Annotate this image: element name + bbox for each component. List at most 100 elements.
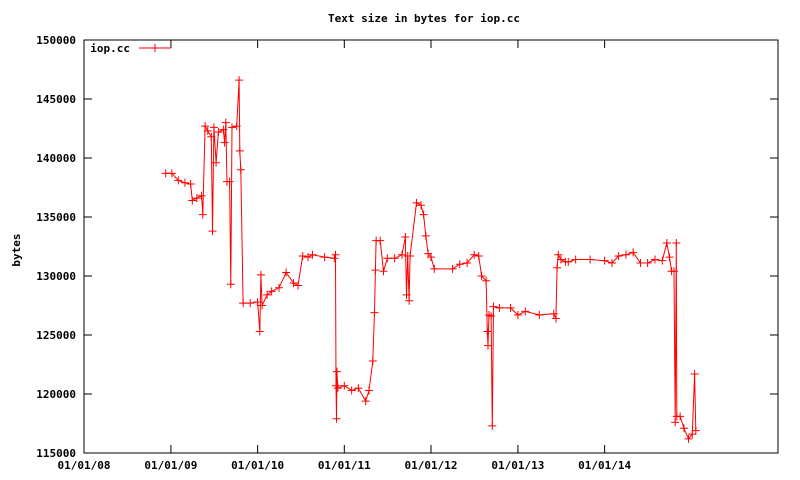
x-tick-label: 01/01/11 (318, 459, 371, 472)
data-point-marker (690, 369, 699, 378)
data-point-marker (289, 279, 298, 288)
x-tick-label: 01/01/09 (144, 459, 197, 472)
data-point-marker (600, 256, 609, 265)
data-point-marker (180, 178, 189, 187)
data-point-marker (484, 341, 493, 350)
data-point-marker (201, 122, 210, 131)
data-point-marker (320, 253, 329, 262)
data-point-marker (174, 176, 183, 185)
data-point-marker (535, 310, 544, 319)
data-point-marker (167, 169, 176, 178)
data-point-marker (401, 233, 410, 242)
data-point-marker (629, 248, 638, 257)
data-point-marker (361, 397, 370, 406)
data-point-marker (614, 251, 623, 260)
data-point-marker (556, 255, 565, 264)
data-point-marker (474, 251, 483, 260)
data-point-marker (398, 250, 407, 259)
data-point-marker (406, 251, 415, 260)
data-point-marker (220, 138, 229, 147)
data-point-marker (455, 260, 464, 269)
y-tick-label: 135000 (36, 211, 76, 224)
data-point-marker (331, 250, 340, 259)
data-point-marker (658, 256, 667, 265)
plot-area-frame (83, 39, 779, 454)
data-point-marker (672, 238, 681, 247)
data-point-marker (549, 309, 558, 318)
data-point-marker (564, 257, 573, 266)
data-point-marker (308, 250, 317, 259)
x-tick-label: 01/01/13 (491, 459, 544, 472)
data-point-marker (684, 434, 693, 443)
data-point-marker (495, 303, 504, 312)
data-point-marker (553, 263, 562, 272)
data-point-marker (551, 314, 560, 323)
data-point-marker (679, 424, 688, 433)
data-point-marker (636, 259, 645, 268)
data-point-marker (376, 236, 385, 245)
data-point-marker (383, 254, 392, 263)
data-point-marker (219, 125, 228, 134)
data-point-marker (477, 272, 486, 280)
data-point-marker (340, 381, 349, 390)
data-point-marker (412, 198, 421, 207)
data-point-marker (186, 179, 195, 188)
data-point-marker (226, 280, 235, 289)
legend-label: iop.cc (90, 42, 130, 55)
data-point-marker (607, 259, 616, 268)
data-point-marker (263, 290, 272, 299)
data-point-marker (643, 259, 652, 268)
data-point-marker (253, 297, 262, 306)
data-point-marker (227, 123, 236, 132)
data-point-marker (293, 281, 302, 290)
data-point-marker (221, 118, 230, 127)
series-line (165, 80, 697, 440)
data-point-marker (235, 76, 244, 85)
data-point-marker (554, 250, 563, 259)
data-point-marker (390, 254, 399, 263)
data-point-marker (332, 367, 341, 376)
data-point-marker (671, 418, 680, 427)
data-point-marker (188, 196, 197, 205)
data-point-marker (484, 310, 493, 319)
data-point-marker (430, 264, 439, 273)
data-point-marker (488, 421, 497, 430)
data-point-marker (379, 267, 388, 276)
data-point-marker (192, 194, 201, 203)
data-point-marker (225, 177, 234, 186)
data-point-marker (448, 264, 457, 273)
data-point-marker (371, 266, 380, 275)
x-tick-label: 01/01/14 (578, 459, 631, 472)
data-point-marker (232, 122, 241, 131)
data-point-marker (482, 276, 491, 285)
y-tick-label: 140000 (36, 152, 76, 165)
data-point-marker (365, 386, 374, 395)
data-point-marker (197, 191, 206, 200)
y-axis-ticks: 115000 120000 125000 130000 135000 140000 1450… (36, 34, 778, 460)
data-point-marker (676, 412, 685, 421)
data-point-marker (255, 327, 264, 336)
x-tick-label: 01/01/08 (58, 459, 111, 472)
data-point-marker (483, 327, 492, 336)
chart-title: Text size in bytes for iop.cc (328, 12, 520, 25)
data-point-marker (421, 231, 430, 240)
series-layer (161, 76, 700, 443)
data-point-marker (209, 123, 218, 132)
data-point-marker (274, 283, 283, 292)
data-point-marker (571, 255, 580, 264)
data-point-marker (256, 270, 265, 279)
data-point-marker (665, 253, 674, 262)
data-point-marker (669, 267, 678, 276)
data-point-marker (489, 302, 498, 311)
data-point-marker (354, 384, 363, 393)
data-point-marker (419, 210, 428, 219)
data-point-marker (650, 255, 659, 264)
data-point-marker (370, 308, 379, 317)
data-point-marker (586, 255, 595, 264)
y-tick-label: 120000 (36, 388, 76, 401)
y-tick-label: 145000 (36, 93, 76, 106)
data-point-marker (203, 126, 212, 135)
data-point-marker (470, 250, 479, 259)
data-point-marker (688, 430, 697, 439)
